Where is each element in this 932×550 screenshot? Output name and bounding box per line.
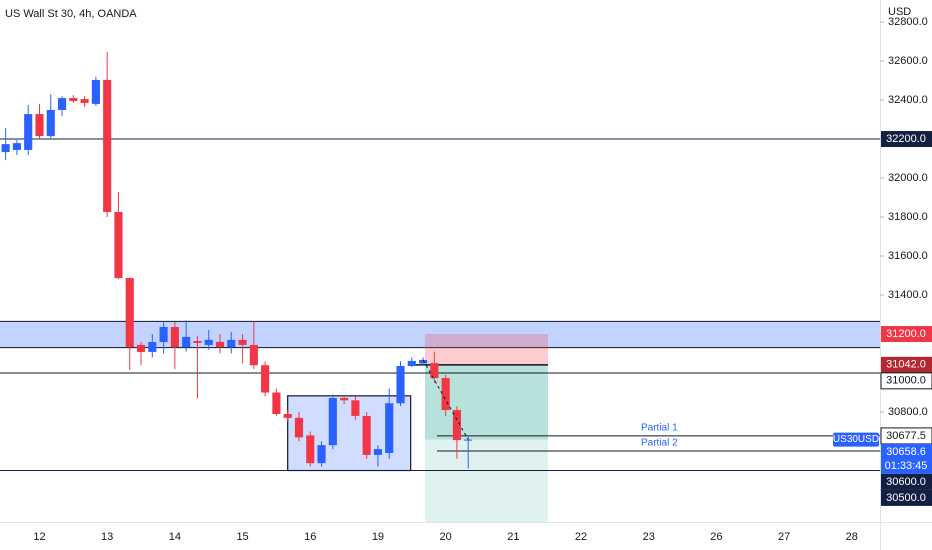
candle-body [170, 327, 179, 348]
x-tick-label: 21 [507, 531, 519, 543]
x-tick-label: 22 [575, 531, 587, 543]
candle-body [283, 413, 292, 418]
price-badge-label: 30500.0 [886, 492, 926, 504]
y-tick-label: 32600.0 [888, 55, 928, 67]
candle-body [1, 144, 10, 153]
x-tick-label: 19 [372, 531, 384, 543]
partial-label: Partial 2 [641, 438, 678, 449]
price-badge-label: 30677.5 [886, 430, 926, 442]
candle-body [204, 339, 213, 345]
price-badge [881, 473, 932, 490]
symbol-badge [833, 432, 879, 447]
price-badge-label: 32200.0 [886, 133, 926, 145]
candle-body [430, 363, 439, 379]
candle-body [396, 366, 405, 404]
candle-body [249, 344, 258, 366]
price-badge-label: 30600.0 [886, 476, 926, 488]
candle-body [261, 365, 270, 393]
chart-title: US Wall St 30, 4h, OANDA [5, 8, 137, 20]
candle-body [227, 339, 236, 348]
price-badge [881, 489, 932, 506]
candle-body [182, 336, 191, 348]
candle-body [328, 397, 337, 446]
x-tick-label: 14 [169, 531, 181, 543]
candle-body [69, 98, 78, 102]
candle-body [294, 417, 304, 438]
candle-body [35, 114, 44, 137]
price-badge [881, 443, 932, 474]
price-badge [881, 131, 932, 148]
x-tick-label: 28 [846, 531, 858, 543]
y-tick-label: 31800.0 [888, 211, 928, 223]
candle-body [306, 435, 315, 464]
x-tick-label: 16 [304, 531, 316, 543]
x-tick-label: 20 [440, 531, 452, 543]
currency: USD [888, 6, 911, 18]
price-badge [880, 372, 932, 390]
candle-body [452, 410, 461, 441]
supply-zone [0, 321, 880, 348]
x-tick-label: 26 [710, 531, 722, 543]
stop-area [425, 334, 548, 365]
candle-body [80, 99, 89, 103]
price-badge-label: 31000.0 [886, 375, 926, 387]
price-badge-label: 31042.0 [886, 359, 926, 371]
candle-body [125, 278, 134, 348]
candle-body [441, 378, 450, 411]
candle-body [24, 114, 33, 150]
candle-body [91, 79, 100, 104]
y-tick-label: 31400.0 [888, 289, 928, 301]
x-tick-label: 15 [236, 531, 248, 543]
candle-body [148, 342, 157, 352]
candle-body [193, 341, 202, 343]
y-tick-label: 31600.0 [888, 250, 928, 262]
candle-body [373, 449, 383, 455]
candle-body [57, 98, 67, 110]
candle-body [362, 415, 371, 455]
candle-body [464, 439, 473, 441]
candle-body [136, 344, 146, 352]
candle-body [317, 445, 326, 464]
candle-body [351, 400, 360, 416]
partial-label: Partial 1 [641, 423, 678, 434]
candle-body [215, 341, 225, 348]
candle-body [46, 109, 55, 137]
price-badge-label: 30658.6 [886, 446, 926, 458]
y-tick-label: 32800.0 [888, 16, 928, 28]
x-tick-label: 12 [33, 531, 45, 543]
price-badge [881, 326, 932, 343]
price-badge [881, 356, 932, 373]
symbol-label: US30USD [833, 434, 879, 445]
x-tick-label: 23 [643, 531, 655, 543]
countdown: 01:33:45 [885, 460, 928, 472]
candle-body [340, 397, 349, 401]
y-tick-label: 30800.0 [888, 406, 928, 418]
candle-body [238, 339, 247, 345]
y-tick-label: 32400.0 [888, 94, 928, 106]
y-tick-label: 32000.0 [888, 172, 928, 184]
candle-body [385, 403, 394, 453]
price-badge-label: 31200.0 [886, 328, 926, 340]
x-tick-label: 27 [778, 531, 790, 543]
candle-body [272, 392, 281, 414]
candle-body [114, 211, 123, 279]
x-tick-label: 13 [101, 531, 113, 543]
candle-body [12, 143, 21, 150]
candle-body [159, 327, 168, 343]
candle-body [407, 360, 416, 367]
candle-body [103, 79, 112, 212]
candle-body [419, 359, 428, 364]
